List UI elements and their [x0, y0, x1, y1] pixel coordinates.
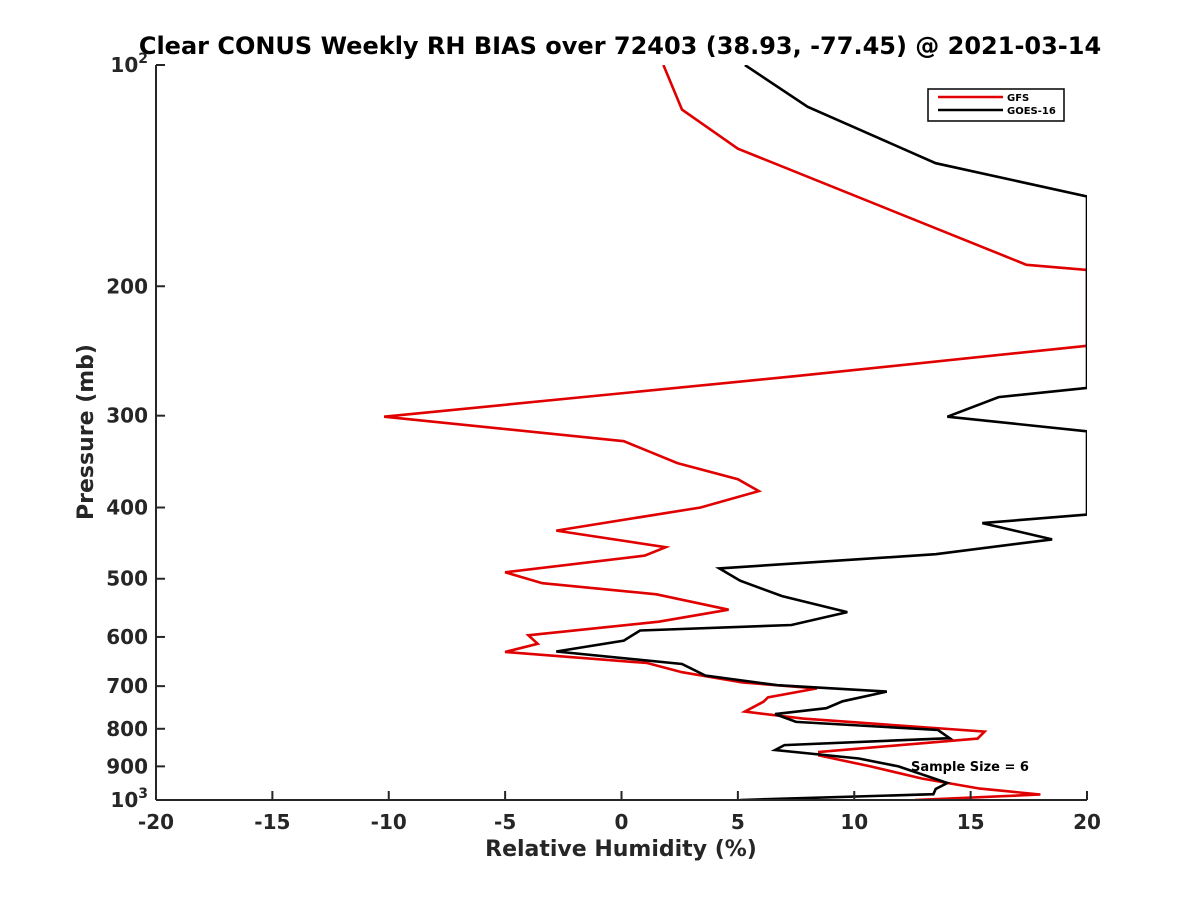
x-tick-label: -20 [138, 810, 174, 834]
x-tick-label: 10 [840, 810, 868, 834]
y-tick-label: 900 [106, 754, 148, 778]
y-axis-label: Pressure (mb) [74, 344, 99, 520]
y-tick-label: 700 [106, 674, 148, 698]
legend-label-goes-16: GOES-16 [1007, 106, 1056, 117]
series-line-goes-16 [556, 65, 1087, 800]
series-line-gfs [383, 65, 1087, 800]
y-tick-label: 600 [106, 625, 148, 649]
x-tick-label: -10 [371, 810, 407, 834]
y-tick-label: 400 [106, 496, 148, 520]
y-tick-label: 200 [106, 274, 148, 298]
sample-size-annotation: Sample Size = 6 [911, 760, 1029, 775]
x-tick-label: 0 [615, 810, 629, 834]
x-ticks: -20 -15 -10 -5 0 5 10 15 20 [138, 791, 1101, 834]
y-tick-label: 102 [110, 51, 148, 77]
chart-title: Clear CONUS Weekly RH BIAS over 72403 (3… [139, 32, 1101, 60]
legend-box [927, 88, 1065, 122]
y-ticks: 102 200 300 400 500 600 700 800 900 103 [106, 51, 165, 812]
x-axis-label: Relative Humidity (%) [485, 837, 757, 862]
series-layer [383, 65, 1087, 800]
x-tick-label: -5 [494, 810, 516, 834]
x-tick-label: 5 [731, 810, 745, 834]
x-tick-label: 15 [957, 810, 985, 834]
y-tick-label: 800 [106, 717, 148, 741]
x-tick-label: -15 [254, 810, 290, 834]
y-tick-label: 500 [106, 567, 148, 591]
y-tick-label: 300 [106, 404, 148, 428]
legend-label-gfs: GFS [1007, 93, 1029, 104]
y-tick-label: 103 [110, 786, 148, 812]
legend: GFS GOES-16 [927, 88, 1065, 122]
x-tick-label: 20 [1073, 810, 1101, 834]
